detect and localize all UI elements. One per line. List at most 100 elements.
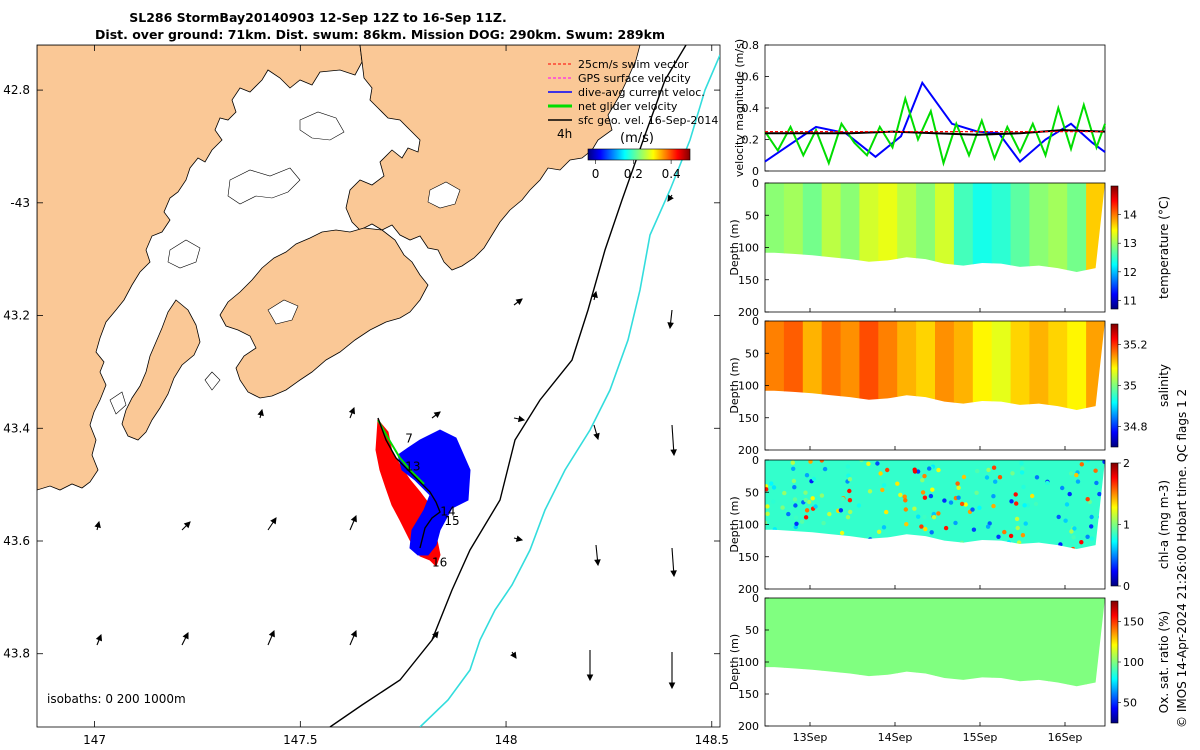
- day-label: 7: [405, 431, 413, 445]
- section-column: [783, 321, 804, 410]
- velocity-ytick-label: 0.6: [742, 71, 760, 84]
- chl-point: [942, 498, 947, 503]
- section-colorbar: [1110, 462, 1119, 587]
- chl-point: [1034, 475, 1040, 480]
- velocity-arrowhead: [348, 406, 356, 415]
- isobath-200m: [329, 45, 687, 727]
- section-column: [972, 183, 993, 272]
- chl-point: [1071, 535, 1076, 540]
- chl-point: [970, 507, 975, 512]
- velocity-arrowhead: [591, 290, 598, 299]
- chl-point: [845, 464, 851, 469]
- chl-point: [875, 461, 880, 466]
- section-column: [953, 321, 974, 410]
- chl-point: [813, 504, 818, 509]
- chl-point: [974, 490, 979, 495]
- section-column: [765, 183, 785, 272]
- velocity-arrowhead: [350, 629, 357, 638]
- colorbar-tick-label: 13: [1123, 237, 1137, 250]
- section-column: [935, 598, 955, 687]
- velocity-ytick-label: 0.4: [742, 102, 760, 115]
- chl-point: [1093, 468, 1098, 473]
- chl-point: [859, 460, 864, 463]
- section-column: [1029, 598, 1049, 687]
- chl-point: [904, 522, 909, 527]
- colorbar-tick-label: 50: [1123, 697, 1137, 710]
- chl-point: [927, 466, 932, 471]
- chl-point: [827, 511, 832, 517]
- sfc-velocity-arrows: [94, 194, 677, 690]
- day-label: 14: [440, 505, 455, 519]
- chl-point: [804, 473, 810, 478]
- section-column: [1010, 183, 1031, 272]
- map-ytick-label: 43.4: [3, 421, 30, 435]
- section-column: [991, 183, 1012, 272]
- chl-point: [1013, 492, 1018, 497]
- section-column: [878, 598, 898, 687]
- section-ytick-label: 0: [752, 177, 759, 190]
- velocity-arrowhead: [515, 298, 523, 305]
- map-xtick-label: 147.5: [283, 733, 317, 747]
- chl-point: [793, 503, 798, 508]
- velocity-arrowhead: [517, 415, 526, 423]
- section-ytick-label: 50: [745, 209, 759, 222]
- section-panel-1: 0 50 100 150 200 Depth (m) 11 12 13 14 temperature…: [728, 177, 1171, 319]
- section-column: [859, 321, 879, 410]
- chl-point: [1030, 493, 1035, 499]
- map-xtick-label: 148.5: [695, 733, 729, 747]
- chl-point: [920, 490, 926, 495]
- legend-swim: 25cm/s swim vector: [578, 58, 689, 71]
- velocity-arrowhead: [257, 408, 264, 417]
- section-panel-2: 0 50 100 150 200 Depth (m) 34.8 35 35.2 salinity: [728, 315, 1171, 457]
- chl-point: [1020, 533, 1026, 538]
- chl-point: [808, 460, 813, 464]
- map-colorbar: [587, 148, 691, 161]
- colorbar-tick-label: 100: [1123, 656, 1144, 669]
- chl-point: [821, 520, 826, 526]
- chl-point: [1070, 546, 1076, 549]
- chl-point: [848, 509, 853, 515]
- velocity-series-line: [764, 80, 1106, 164]
- chl-point: [839, 530, 845, 536]
- section-column: [935, 321, 955, 410]
- figure-title-line1: SL286 StormBay20140903 12-Sep 12Z to 16-…: [129, 10, 506, 25]
- chl-point: [1015, 525, 1020, 531]
- chl-point: [765, 520, 768, 525]
- velocity-arrowhead: [670, 449, 677, 457]
- chl-point: [1014, 516, 1020, 522]
- velocity-arrowhead: [183, 521, 191, 529]
- chl-point: [1045, 480, 1050, 486]
- chl-point: [792, 485, 797, 490]
- chl-point: [1019, 470, 1025, 475]
- glider-track-black: [377, 417, 441, 549]
- velocity-arrowhead: [432, 631, 439, 639]
- section-column: [991, 598, 1012, 687]
- chl-point: [866, 461, 871, 466]
- velocity-arrowhead: [586, 674, 594, 682]
- section-column: [821, 321, 842, 410]
- chl-point: [771, 499, 776, 504]
- colorbar-label: temperature (°C): [1157, 196, 1171, 299]
- colorbar-tick-label: 34.8: [1123, 421, 1148, 434]
- chl-point: [912, 467, 917, 472]
- map-ytick-label: 43.8: [3, 647, 30, 661]
- chl-point: [1022, 503, 1027, 508]
- chl-point: [1085, 534, 1090, 539]
- chl-point: [867, 489, 873, 494]
- section-ylabel: Depth (m): [728, 634, 741, 690]
- section-column: [1010, 598, 1031, 687]
- chl-point: [912, 506, 917, 511]
- map-frame: [36, 44, 721, 728]
- chl-point: [799, 519, 805, 524]
- section-column: [897, 598, 917, 687]
- legend-gps: GPS surface velocity: [578, 72, 691, 85]
- velocity-arrowhead: [667, 194, 674, 202]
- chl-point: [987, 521, 992, 526]
- section-data: [765, 321, 1105, 410]
- colorbar-tick-label: 12: [1123, 266, 1137, 279]
- velocity-arrowhead: [594, 559, 601, 567]
- chl-point: [846, 473, 851, 478]
- chl-point: [1008, 533, 1014, 539]
- colorbar-tick-label: 150: [1123, 615, 1144, 628]
